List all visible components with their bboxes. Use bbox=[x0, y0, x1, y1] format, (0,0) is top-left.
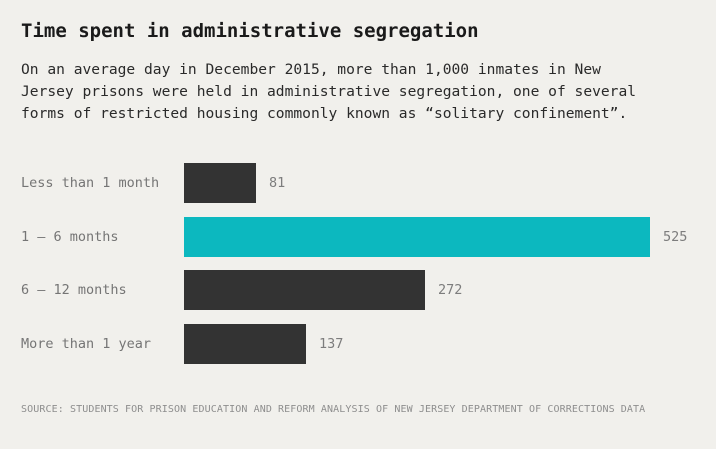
value-label: 137 bbox=[319, 335, 344, 352]
category-label: More than 1 year bbox=[21, 335, 152, 352]
category-label: 6 – 12 months bbox=[21, 282, 127, 298]
value-label: 272 bbox=[438, 282, 463, 298]
bar bbox=[184, 270, 425, 310]
value-label: 525 bbox=[663, 228, 688, 245]
category-label: 1 – 6 months bbox=[21, 228, 119, 245]
value-label: 81 bbox=[269, 175, 286, 191]
chart-title: Time spent in administrative segregation bbox=[21, 20, 479, 42]
source-note: SOURCE: STUDENTS FOR PRISON EDUCATION AN… bbox=[21, 404, 646, 415]
bar-highlighted bbox=[184, 216, 650, 257]
category-label: Less than 1 month bbox=[21, 175, 160, 191]
bar bbox=[184, 323, 306, 364]
chart-subtitle: On an average day in December 2015, more… bbox=[21, 61, 637, 122]
bar bbox=[184, 163, 256, 203]
